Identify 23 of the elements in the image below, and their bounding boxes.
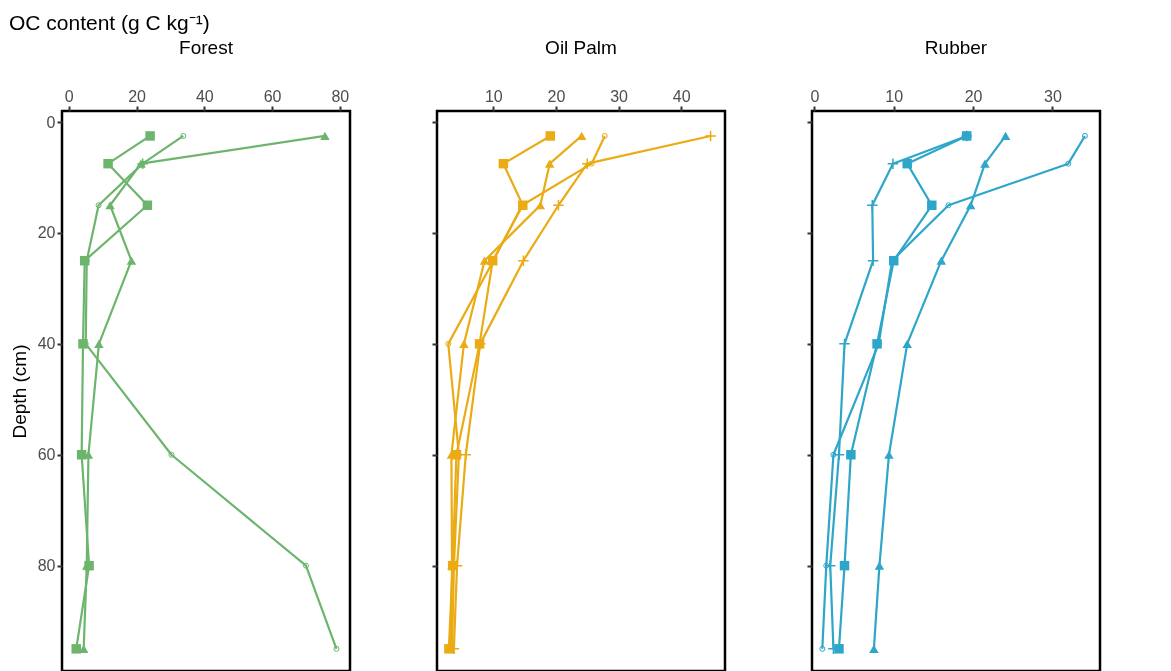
- x-tick-label: 30: [610, 87, 629, 105]
- x-tick-label: 60: [263, 87, 282, 105]
- y-tick-label: 40: [37, 335, 56, 353]
- y-tick-label: 80: [37, 557, 56, 575]
- y-tick-label: 60: [37, 446, 56, 464]
- x-tick-label: 0: [810, 87, 820, 105]
- y-tick-label: 20: [37, 224, 56, 242]
- chart-title: Rubber: [924, 37, 988, 58]
- y-tick-label: 0: [46, 113, 56, 131]
- x-tick-label: 20: [547, 87, 566, 105]
- x-tick-label: 40: [672, 87, 691, 105]
- x-tick-label: 0: [64, 87, 74, 105]
- x-tick-label: 80: [331, 87, 350, 105]
- chart-title: Oil Palm: [545, 37, 617, 58]
- x-tick-label: 10: [885, 87, 904, 105]
- x-tick-label: 20: [964, 87, 983, 105]
- chart-title: Forest: [179, 37, 234, 58]
- x-axis-title: OC content (g C kg⁻¹): [8, 10, 210, 34]
- y-axis-title: Depth (cm): [8, 344, 30, 439]
- x-tick-label: 20: [128, 87, 147, 105]
- x-tick-label: 40: [195, 87, 214, 105]
- x-tick-label: 30: [1044, 87, 1062, 105]
- x-tick-label: 10: [484, 87, 503, 105]
